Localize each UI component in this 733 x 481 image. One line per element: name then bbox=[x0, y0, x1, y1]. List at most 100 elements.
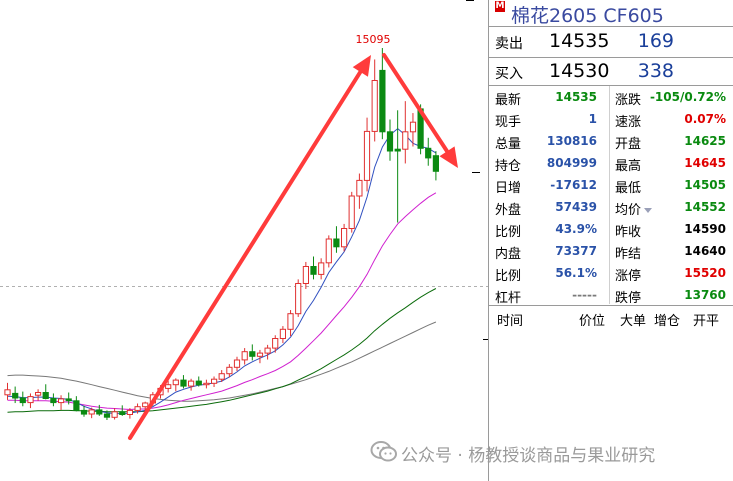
candle-body bbox=[50, 398, 57, 404]
candle-body bbox=[172, 379, 179, 386]
candlestick-chart-svg[interactable]: 15095 bbox=[0, 0, 490, 481]
quote-row: 杠杆 ----- 跌停 13760 bbox=[489, 284, 733, 306]
quote-value: 73377 bbox=[555, 244, 597, 258]
quote-label: 杠杆 bbox=[495, 291, 522, 306]
quote-label: 昨收 bbox=[615, 225, 642, 240]
candle bbox=[96, 404, 103, 416]
candle bbox=[80, 405, 88, 417]
price-axis-tick-lower bbox=[483, 339, 491, 340]
divider bbox=[489, 85, 733, 86]
quote-label: 日增 bbox=[495, 181, 522, 196]
candle-body bbox=[19, 397, 26, 404]
col-header-open-close: 开平 bbox=[693, 314, 720, 329]
candle bbox=[302, 261, 309, 289]
candle-body bbox=[287, 313, 294, 330]
candle-body bbox=[272, 338, 279, 349]
candle-body bbox=[4, 389, 11, 396]
candle bbox=[371, 59, 378, 142]
quote-value: -17612 bbox=[550, 178, 597, 192]
arrow-head bbox=[439, 146, 458, 168]
quote-row: 比例 43.9% 昨收 14590 bbox=[489, 218, 733, 240]
candle bbox=[4, 382, 11, 400]
candle-body bbox=[318, 262, 325, 275]
candle-body bbox=[134, 406, 141, 411]
candle bbox=[58, 395, 65, 410]
col-header-oi-change: 增仓 bbox=[654, 314, 681, 329]
contract-title[interactable]: 棉花2605 CF605 bbox=[511, 5, 664, 27]
candle-body bbox=[65, 398, 72, 402]
candle bbox=[188, 378, 195, 391]
buy-price[interactable]: 14530 bbox=[549, 60, 610, 82]
quote-panel: M 棉花2605 CF605 卖出 14535 169 买入 14530 338… bbox=[488, 0, 733, 481]
candle-body bbox=[119, 411, 126, 415]
candle-body bbox=[42, 392, 49, 399]
candle-body bbox=[80, 409, 88, 415]
candle-body bbox=[371, 80, 378, 132]
quote-value: 14535 bbox=[555, 90, 597, 104]
candle-body bbox=[256, 352, 264, 357]
quote-value: 15520 bbox=[684, 266, 726, 280]
candle-body bbox=[402, 131, 409, 150]
ma-line-long bbox=[7, 321, 437, 402]
kline-chart[interactable]: 15095 bbox=[0, 0, 491, 481]
candle bbox=[134, 403, 141, 414]
buy-row[interactable]: 买入 14530 338 bbox=[489, 57, 733, 87]
quote-value: 14645 bbox=[684, 156, 726, 170]
quote-value: -105/0.72% bbox=[649, 90, 726, 104]
candle bbox=[295, 279, 302, 317]
sell-volume: 169 bbox=[637, 30, 674, 52]
candle-body bbox=[203, 382, 210, 386]
candle bbox=[409, 113, 417, 147]
candle bbox=[126, 408, 134, 419]
quote-label: 最低 bbox=[615, 181, 642, 196]
quote-value: 0.07% bbox=[684, 112, 726, 126]
candle bbox=[256, 349, 264, 364]
peak-price-label: 15095 bbox=[356, 33, 391, 46]
candle-body bbox=[233, 359, 241, 368]
quote-row: 最新 14535 涨跌 -105/0.72% bbox=[489, 86, 733, 108]
candle-body bbox=[386, 131, 394, 152]
quote-label: 比例 bbox=[495, 269, 522, 284]
quote-value: 14625 bbox=[684, 134, 726, 148]
sell-price[interactable]: 14535 bbox=[549, 30, 610, 52]
candle bbox=[318, 258, 325, 280]
candle bbox=[386, 119, 394, 161]
candle-body bbox=[295, 283, 302, 315]
candle bbox=[35, 389, 42, 401]
sell-row[interactable]: 卖出 14535 169 bbox=[489, 27, 733, 57]
candle bbox=[402, 101, 409, 164]
quote-label: 涨跌 bbox=[615, 93, 642, 108]
quote-value: 14505 bbox=[684, 178, 726, 192]
candle bbox=[111, 408, 118, 420]
candle-body bbox=[126, 409, 134, 415]
candle-body bbox=[249, 351, 256, 357]
candle-body bbox=[356, 179, 363, 197]
candle-body bbox=[96, 409, 103, 415]
candle bbox=[12, 386, 19, 404]
candle bbox=[425, 137, 432, 166]
candle bbox=[325, 235, 332, 268]
candle bbox=[165, 380, 172, 393]
dropdown-arrow-icon[interactable] bbox=[644, 208, 653, 213]
candle bbox=[379, 48, 386, 140]
quote-value: 57439 bbox=[555, 200, 597, 214]
candle bbox=[226, 364, 233, 378]
quote-label: 均价 bbox=[615, 199, 653, 218]
quote-value: 14552 bbox=[684, 200, 726, 214]
arrow-shaft bbox=[128, 69, 363, 440]
arrow-head bbox=[352, 55, 371, 77]
quote-value: 130816 bbox=[546, 134, 597, 148]
quote-label: 现手 bbox=[495, 115, 522, 130]
quote-label: 持仓 bbox=[495, 159, 522, 174]
candle-body bbox=[211, 378, 218, 384]
candle bbox=[279, 326, 286, 344]
uptrend-arrow bbox=[128, 55, 371, 440]
candle-body bbox=[325, 238, 332, 264]
candle-body bbox=[180, 379, 187, 387]
quote-row: 比例 56.1% 涨停 15520 bbox=[489, 262, 733, 284]
candle-body bbox=[188, 380, 195, 387]
quote-label: 昨结 bbox=[615, 247, 642, 262]
column-divider bbox=[609, 86, 610, 304]
candle-body bbox=[195, 380, 202, 386]
arrow-shaft bbox=[382, 53, 450, 154]
